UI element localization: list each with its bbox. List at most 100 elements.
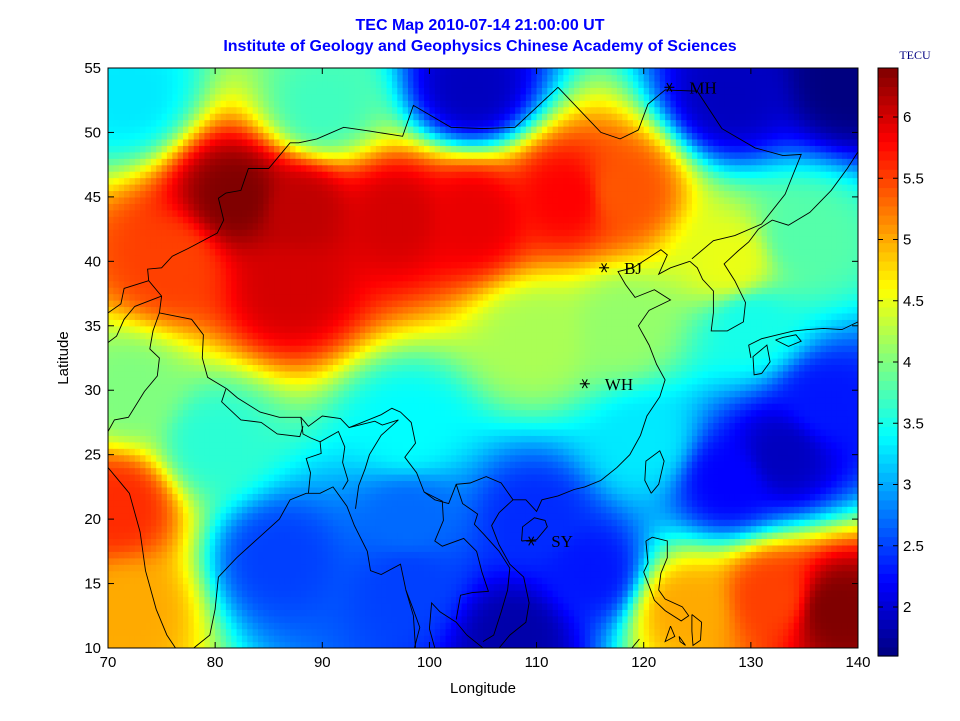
station-label: BJ bbox=[624, 259, 642, 278]
station-sy: SY bbox=[526, 532, 573, 551]
colorbar-segment bbox=[878, 407, 898, 418]
colorbar-segment bbox=[878, 646, 898, 657]
x-tick-label: 130 bbox=[738, 654, 763, 671]
y-tick-label: 15 bbox=[84, 576, 101, 593]
coastline-path bbox=[455, 484, 511, 642]
colorbar-tick-label: 5 bbox=[903, 232, 911, 249]
colorbar-segment bbox=[878, 628, 898, 639]
colorbar-segment bbox=[878, 389, 898, 400]
colorbar-segment bbox=[878, 417, 898, 427]
colorbar-segment bbox=[878, 435, 898, 446]
colorbar-segment bbox=[878, 113, 898, 124]
station-star-icon bbox=[666, 82, 673, 92]
colorbar-tick-label: 4.5 bbox=[903, 293, 924, 310]
colorbar-segment bbox=[878, 362, 898, 372]
colorbar-segment bbox=[878, 453, 898, 464]
y-tick-label: 25 bbox=[84, 447, 101, 464]
colorbar-segment bbox=[878, 196, 898, 207]
coastline-path bbox=[355, 419, 399, 509]
colorbar-segment bbox=[878, 178, 898, 189]
colorbar-segment bbox=[878, 86, 898, 97]
colorbar-tick-label: 3 bbox=[903, 477, 911, 494]
colorbar-segment bbox=[878, 352, 898, 363]
colorbar-segment bbox=[878, 573, 898, 584]
colorbar-segment bbox=[878, 619, 898, 630]
coastline-path bbox=[221, 388, 304, 438]
x-tick-label: 70 bbox=[100, 654, 117, 671]
colorbar-title: TECU bbox=[899, 48, 931, 62]
station-label: WH bbox=[605, 375, 633, 394]
colorbar-segment bbox=[878, 205, 898, 216]
colorbar-segment bbox=[878, 260, 898, 271]
colorbar-segment bbox=[878, 426, 898, 437]
coastline-path bbox=[428, 601, 484, 648]
colorbar-segment bbox=[878, 334, 898, 345]
colorbar-segment bbox=[878, 150, 898, 161]
colorbar-segment bbox=[878, 637, 898, 648]
colorbar-segment bbox=[878, 610, 898, 620]
station-star-icon bbox=[601, 263, 608, 273]
colorbar-tick-label: 2 bbox=[903, 599, 911, 616]
y-tick-label: 30 bbox=[84, 382, 101, 399]
colorbar-segment bbox=[878, 509, 898, 519]
coastline-path bbox=[631, 638, 640, 648]
colorbar-segment bbox=[878, 490, 898, 501]
coastline-path bbox=[423, 491, 490, 620]
coastline-path bbox=[664, 625, 676, 643]
y-axis-label: Latitude bbox=[55, 331, 72, 384]
colorbar-segment bbox=[878, 463, 898, 473]
colorbar-segment bbox=[878, 564, 898, 574]
colorbar-segment bbox=[878, 169, 898, 179]
coastline-path bbox=[108, 295, 162, 343]
y-tick-label: 40 bbox=[84, 253, 101, 270]
colorbar-segment bbox=[878, 343, 898, 354]
coastline-path bbox=[147, 86, 559, 505]
map-title: TEC Map 2010-07-14 21:00:00 UT bbox=[355, 17, 605, 34]
colorbar-segment bbox=[878, 600, 898, 611]
colorbar-segment bbox=[878, 527, 898, 538]
colorbar-segment bbox=[878, 398, 898, 409]
y-tick-label: 55 bbox=[84, 60, 101, 77]
coastline-path bbox=[193, 486, 416, 648]
station-markers: MH BJ WH SY bbox=[526, 78, 717, 551]
x-tick-label: 140 bbox=[845, 654, 870, 671]
coastline-path bbox=[752, 344, 771, 376]
y-tick-label: 20 bbox=[84, 511, 101, 528]
colorbar-segment bbox=[878, 288, 898, 299]
colorbar-segment bbox=[878, 270, 898, 280]
coastline-path bbox=[491, 249, 690, 648]
coastline-path bbox=[521, 517, 548, 542]
colorbar-segment bbox=[878, 472, 898, 483]
colorbar-segment bbox=[878, 187, 898, 198]
station-label: MH bbox=[689, 78, 716, 97]
colorbar-segment bbox=[878, 123, 898, 133]
x-axis-label: Longitude bbox=[450, 680, 516, 697]
colorbar-segment bbox=[878, 141, 898, 152]
y-tick-label: 45 bbox=[84, 189, 101, 206]
colorbar-segment bbox=[878, 251, 898, 262]
colorbar-segment bbox=[878, 297, 898, 308]
station-star-icon bbox=[581, 379, 588, 389]
colorbar-segment bbox=[878, 132, 898, 143]
coastline-path bbox=[678, 636, 686, 646]
colorbar-segment bbox=[878, 77, 898, 87]
coastline-path bbox=[108, 280, 149, 314]
station-mh: MH bbox=[664, 78, 717, 97]
coastlines bbox=[108, 86, 858, 648]
station-wh: WH bbox=[579, 375, 633, 394]
colorbar-segment bbox=[878, 159, 898, 170]
colorbar-segment bbox=[878, 371, 898, 381]
y-tick-label: 35 bbox=[84, 318, 101, 335]
coastline-path bbox=[691, 614, 703, 647]
map-subtitle: Institute of Geology and Geophysics Chin… bbox=[223, 38, 737, 55]
coastline-path bbox=[557, 86, 802, 260]
colorbar-segment bbox=[878, 242, 898, 253]
colorbar-segment bbox=[878, 518, 898, 528]
colorbar-segment bbox=[878, 554, 898, 565]
station-bj: BJ bbox=[599, 259, 642, 278]
x-tick-label: 120 bbox=[631, 654, 656, 671]
colorbar-segment bbox=[878, 582, 898, 593]
station-star-icon bbox=[528, 536, 535, 546]
colorbar-segment bbox=[878, 279, 898, 290]
colorbar-tick-label: 3.5 bbox=[903, 415, 924, 432]
